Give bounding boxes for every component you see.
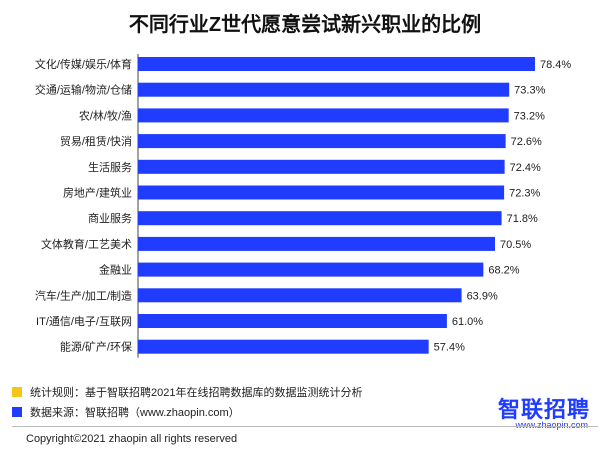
category-label: 汽车/生产/加工/制造 <box>35 288 132 302</box>
category-label: IT/通信/电子/互联网 <box>36 315 132 328</box>
value-label: 73.2% <box>514 110 545 122</box>
value-label: 72.6% <box>511 136 542 148</box>
category-label: 商业服务 <box>88 211 132 225</box>
copyright-text: Copyright©2021 zhaopin all rights reserv… <box>26 433 238 445</box>
footer-divider <box>12 426 598 427</box>
value-label: 61.0% <box>452 316 483 328</box>
category-label: 农/林/牧/渔 <box>79 108 132 122</box>
zhaopin-logo: 智联招聘 <box>497 397 590 422</box>
value-label: 78.4% <box>540 59 571 71</box>
bar <box>138 134 506 149</box>
value-label: 57.4% <box>434 342 465 354</box>
value-label: 63.9% <box>467 290 498 302</box>
bar <box>138 108 509 123</box>
category-label: 文化/传媒/娱乐/体育 <box>35 57 132 71</box>
category-label: 能源/矿产/环保 <box>60 340 132 354</box>
yellow-square-icon <box>12 387 22 397</box>
zhaopin-logo-url: www.zhaopin.com <box>515 420 588 430</box>
category-label: 交通/运输/物流/仓储 <box>35 83 132 97</box>
value-label: 73.3% <box>514 85 545 97</box>
value-label: 70.5% <box>500 239 531 251</box>
stat-rule-note: 统计规则：基于智联招聘2021年在线招聘数据库的数据监测统计分析 <box>12 384 362 400</box>
bar <box>138 236 495 251</box>
bar <box>138 339 429 354</box>
stat-rule-text: 统计规则：基于智联招聘2021年在线招聘数据库的数据监测统计分析 <box>30 387 363 399</box>
category-label: 生活服务 <box>88 160 132 174</box>
bar-chart: 文化/传媒/娱乐/体育 78.4% 交通/运输/物流/仓储 73.3% 农/林/牧/渔 7… <box>35 54 571 358</box>
category-label: 房地产/建筑业 <box>63 186 132 200</box>
value-label: 72.4% <box>510 162 541 174</box>
bar <box>138 211 502 226</box>
chart-title: 不同行业Z世代愿意尝试新兴职业的比例 <box>128 14 482 36</box>
bar <box>138 185 505 200</box>
value-label: 68.2% <box>488 265 519 277</box>
value-label: 72.3% <box>509 188 540 200</box>
blue-square-icon <box>12 407 22 417</box>
data-source-note: 数据来源：智联招聘（www.zhaopin.com） <box>12 404 240 420</box>
bar <box>138 159 505 174</box>
bar <box>138 82 510 97</box>
category-label: 金融业 <box>99 263 132 277</box>
bar <box>138 262 484 277</box>
category-label: 文体教育/工艺美术 <box>41 237 132 251</box>
value-label: 71.8% <box>507 213 538 225</box>
bar <box>138 288 462 303</box>
category-label: 贸易/租赁/快消 <box>60 134 132 148</box>
bar <box>138 314 447 328</box>
bar <box>138 57 535 71</box>
data-source-text: 数据来源：智联招聘（www.zhaopin.com） <box>30 407 240 419</box>
